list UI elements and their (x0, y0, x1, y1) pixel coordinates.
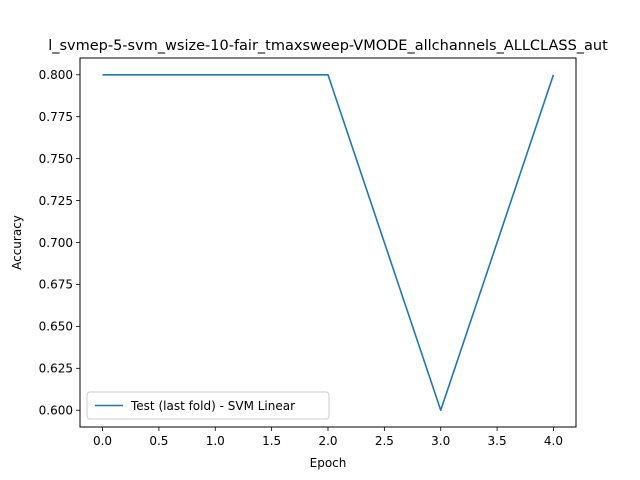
y-tick-label: 0.675 (39, 278, 73, 292)
x-tick-label: 2.0 (318, 434, 337, 448)
y-tick-label: 0.700 (39, 236, 73, 250)
legend-label: Test (last fold) - SVM Linear (130, 399, 295, 413)
x-tick-label: 4.0 (544, 434, 563, 448)
plot-frame (79, 57, 577, 428)
x-tick-label: 3.0 (431, 434, 450, 448)
x-tick-label: 0.0 (93, 434, 112, 448)
series-line (102, 73, 555, 412)
y-tick-label: 0.775 (39, 110, 73, 124)
x-tick-label: 1.5 (262, 434, 281, 448)
x-tick-label: 3.5 (488, 434, 507, 448)
x-tick-label: 1.0 (206, 434, 225, 448)
x-tick-label: 2.5 (375, 434, 394, 448)
y-tick-label: 0.800 (39, 68, 73, 82)
y-axis: 0.600 0.625 0.650 0.675 0.700 0.725 0.750 0.775… (39, 68, 80, 418)
legend-box (86, 391, 330, 420)
legend: Test (last fold) - SVM Linear (86, 391, 330, 420)
chart-title: l_svmep-5-svm_wsize-10-fair_tmaxsweep-VM… (48, 38, 608, 54)
series-layer (102, 73, 555, 412)
plot-area (79, 57, 577, 428)
y-tick-label: 0.625 (39, 362, 73, 376)
x-tick-label: 0.5 (149, 434, 168, 448)
y-tick-label: 0.600 (39, 404, 73, 418)
x-axis: 0.0 0.5 1.0 1.5 2.0 2.5 3.0 3.5 4.0 (93, 427, 563, 448)
y-tick-label: 0.750 (39, 152, 73, 166)
y-tick-label: 0.650 (39, 320, 73, 334)
x-axis-label: Epoch (310, 456, 347, 470)
y-axis-label: Accuracy (10, 215, 24, 270)
y-tick-label: 0.725 (39, 194, 73, 208)
